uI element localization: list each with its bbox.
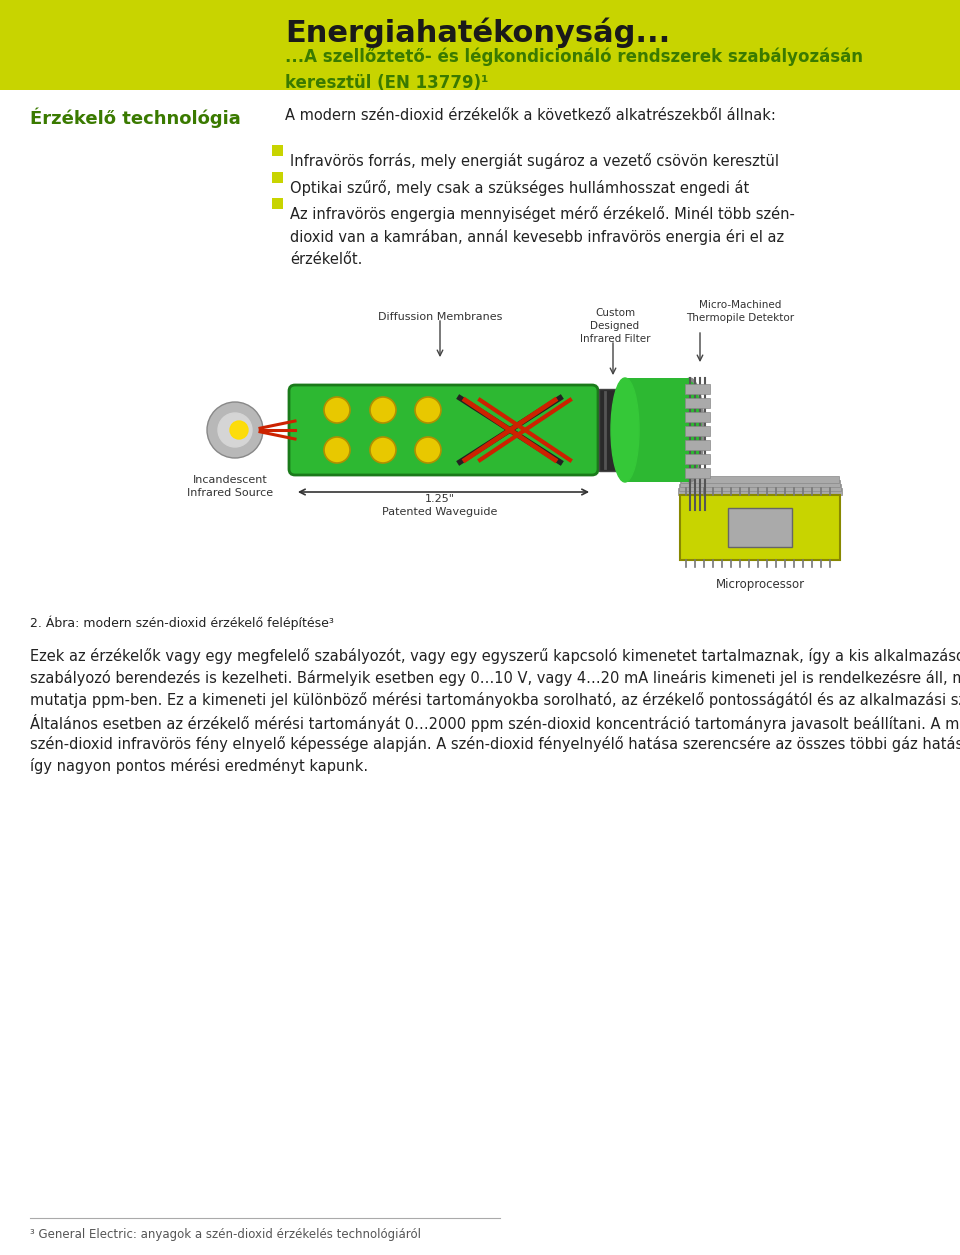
Circle shape — [370, 397, 396, 423]
FancyBboxPatch shape — [599, 389, 623, 471]
Text: Incandescent
Infrared Source: Incandescent Infrared Source — [187, 474, 273, 498]
Text: Micro-Machined
Thermopile Detektor: Micro-Machined Thermopile Detektor — [686, 300, 794, 324]
Ellipse shape — [676, 378, 704, 482]
Text: Custom
Designed
Infrared Filter: Custom Designed Infrared Filter — [580, 307, 650, 344]
Text: ³ General Electric: anyagok a szén-dioxid érzékelés technológiáról: ³ General Electric: anyagok a szén-dioxi… — [30, 1227, 421, 1241]
Circle shape — [207, 402, 263, 458]
Text: ...A szellőztető- és légkondicionáló rendszerek szabályozásán
keresztül (EN 1377: ...A szellőztető- és légkondicionáló ren… — [285, 48, 863, 92]
FancyBboxPatch shape — [272, 146, 283, 156]
Circle shape — [324, 437, 350, 463]
Circle shape — [415, 437, 441, 463]
Circle shape — [324, 397, 350, 423]
FancyBboxPatch shape — [685, 441, 710, 451]
Text: Microprocessor: Microprocessor — [715, 579, 804, 591]
FancyBboxPatch shape — [625, 378, 690, 482]
Circle shape — [230, 420, 248, 439]
Text: 2. Ábra: modern szén-dioxid érzékelő felépítése³: 2. Ábra: modern szén-dioxid érzékelő fel… — [30, 615, 334, 630]
Text: Érzékelő technológia: Érzékelő technológia — [30, 108, 241, 128]
FancyBboxPatch shape — [728, 508, 792, 547]
Text: Infravörös forrás, mely energiát sugároz a vezető csövön keresztül: Infravörös forrás, mely energiát sugároz… — [290, 153, 779, 169]
FancyBboxPatch shape — [678, 488, 842, 494]
FancyBboxPatch shape — [680, 479, 840, 487]
Text: mutatja ppm-ben. Ez a kimeneti jel különböző mérési tartományokba sorolható, az : mutatja ppm-ben. Ez a kimeneti jel külön… — [30, 692, 960, 708]
FancyBboxPatch shape — [272, 198, 283, 210]
Text: szabályozó berendezés is kezelheti. Bármelyik esetben egy 0…10 V, vagy 4…20 mA l: szabályozó berendezés is kezelheti. Bárm… — [30, 670, 960, 686]
FancyBboxPatch shape — [0, 0, 960, 90]
Text: Ezek az érzékelők vagy egy megfelelő szabályozót, vagy egy egyszerű kapcsoló kim: Ezek az érzékelők vagy egy megfelelő sza… — [30, 648, 960, 664]
Text: A modern szén-dioxid érzékelők a következő alkatrészekből állnak:: A modern szén-dioxid érzékelők a követke… — [285, 108, 776, 123]
FancyBboxPatch shape — [685, 398, 710, 408]
Text: Az infravörös engergia mennyiséget mérő érzékelő. Minél több szén-
dioxid van a : Az infravörös engergia mennyiséget mérő … — [290, 206, 795, 267]
FancyBboxPatch shape — [685, 384, 710, 394]
FancyBboxPatch shape — [685, 412, 710, 422]
Text: így nagyon pontos mérési eredményt kapunk.: így nagyon pontos mérési eredményt kapun… — [30, 758, 368, 774]
FancyBboxPatch shape — [685, 454, 710, 464]
FancyBboxPatch shape — [680, 494, 840, 560]
Text: Diffussion Membranes: Diffussion Membranes — [378, 312, 502, 323]
Text: Általános esetben az érzékelő mérési tartományát 0…2000 ppm szén-dioxid koncentr: Általános esetben az érzékelő mérési tar… — [30, 714, 960, 732]
Circle shape — [218, 413, 252, 447]
Text: 1.25"
Patented Waveguide: 1.25" Patented Waveguide — [382, 494, 497, 517]
Circle shape — [415, 397, 441, 423]
FancyBboxPatch shape — [289, 385, 598, 474]
Circle shape — [370, 437, 396, 463]
FancyBboxPatch shape — [272, 172, 283, 183]
Text: szén-dioxid infravörös fény elnyelő képessége alapján. A szén-dioxid fényelnyélő: szén-dioxid infravörös fény elnyelő képe… — [30, 735, 960, 752]
Ellipse shape — [611, 378, 639, 482]
Ellipse shape — [679, 382, 701, 478]
Text: Energiahatékonyság...: Energiahatékonyság... — [285, 18, 670, 49]
FancyBboxPatch shape — [685, 468, 710, 478]
FancyBboxPatch shape — [681, 476, 839, 483]
FancyBboxPatch shape — [685, 425, 710, 435]
Text: Optikai szűrő, mely csak a szükséges hullámhosszat engedi át: Optikai szűrő, mely csak a szükséges hul… — [290, 179, 749, 196]
FancyBboxPatch shape — [679, 484, 841, 491]
